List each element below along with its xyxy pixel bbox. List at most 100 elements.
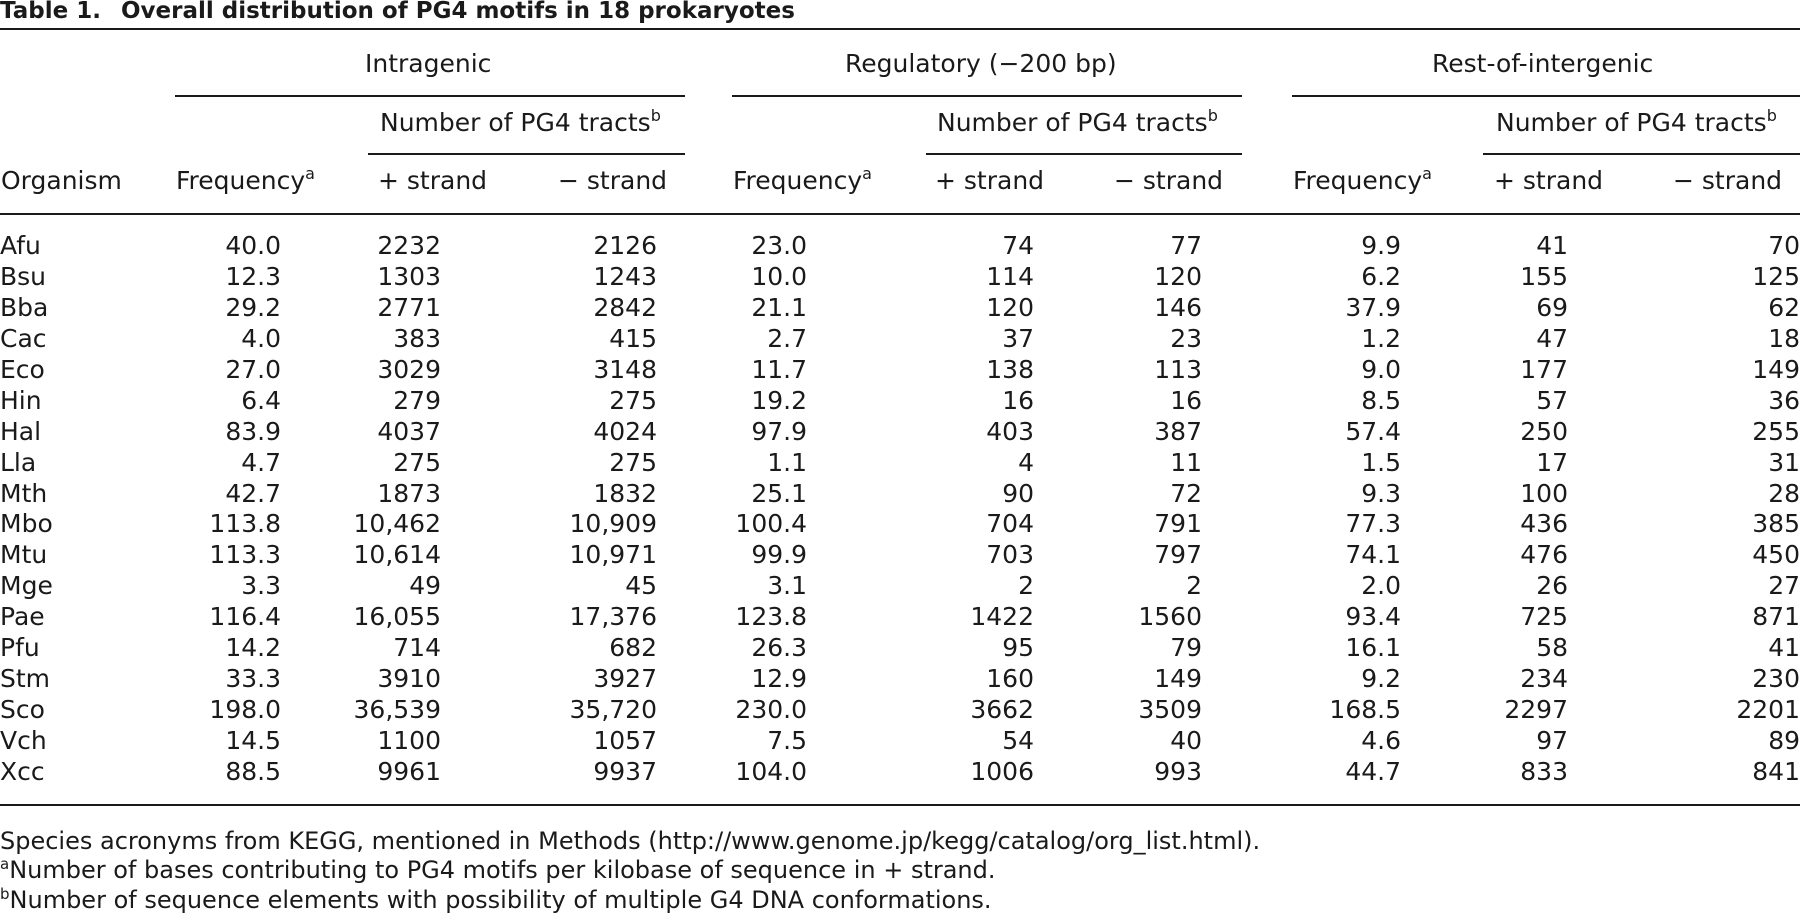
cell-minus-strand-intragenic: 9937: [593, 756, 657, 786]
cell-frequency-intragenic: 4.7: [241, 447, 281, 477]
cell-frequency-intragenic: 14.2: [225, 633, 281, 663]
cell-frequency-rest-of-intergenic: 57.4: [1345, 416, 1401, 446]
table-row: Eco 27.0 3029 3148 11.7 138 113 9.0 177 149: [0, 355, 1800, 386]
cell-frequency-intragenic: 29.2: [225, 293, 281, 323]
cell-frequency-rest-of-intergenic: 6.2: [1361, 262, 1401, 292]
cell-frequency-rest-of-intergenic: 4.6: [1361, 725, 1401, 755]
subgroup-rule-intragenic: [368, 153, 685, 155]
cell-plus-strand-regulatory: 90: [1002, 478, 1034, 508]
cell-minus-strand-intragenic: 1243: [593, 262, 657, 292]
cell-minus-strand-regulatory: 40: [1170, 725, 1202, 755]
cell-minus-strand-rest-of-intergenic: 36: [1768, 385, 1800, 415]
cell-frequency-regulatory: 7.5: [767, 725, 807, 755]
table-row: Mth 42.7 1873 1832 25.1 90 72 9.3 100 28: [0, 478, 1800, 509]
footnote-a-text: Number of bases contributing to PG4 moti…: [9, 856, 996, 884]
cell-frequency-regulatory: 26.3: [751, 633, 807, 663]
cell-plus-strand-intragenic: 714: [393, 633, 441, 663]
cell-plus-strand-intragenic: 4037: [377, 416, 441, 446]
table-row: Mge 3.3 49 45 3.1 2 2 2.0 26 27: [0, 571, 1800, 602]
cell-plus-strand-regulatory: 1422: [970, 602, 1034, 632]
cell-organism: Hal: [0, 416, 42, 446]
cell-plus-strand-rest-of-intergenic: 833: [1520, 756, 1568, 786]
col-header-plus-strand-rest-of-intergenic: + strand: [1494, 166, 1604, 195]
cell-organism: Afu: [0, 231, 41, 261]
cell-minus-strand-regulatory: 387: [1154, 416, 1202, 446]
cell-minus-strand-rest-of-intergenic: 149: [1752, 355, 1800, 384]
cell-plus-strand-intragenic: 10,462: [353, 509, 441, 539]
subgroup-rule-regulatory: [926, 153, 1242, 155]
cell-plus-strand-intragenic: 1303: [377, 262, 441, 292]
cell-minus-strand-regulatory: 11: [1170, 447, 1202, 477]
col-header-minus-strand-rest-of-intergenic: − strand: [1673, 166, 1783, 195]
cell-frequency-regulatory: 19.2: [751, 385, 807, 415]
cell-plus-strand-intragenic: 1100: [377, 725, 441, 755]
cell-minus-strand-intragenic: 1057: [593, 725, 657, 755]
footnote-a: aNumber of bases contributing to PG4 mot…: [0, 855, 996, 885]
cell-plus-strand-regulatory: 703: [986, 540, 1034, 570]
cell-minus-strand-rest-of-intergenic: 385: [1752, 509, 1800, 539]
cell-minus-strand-intragenic: 415: [609, 324, 657, 354]
cell-minus-strand-intragenic: 45: [625, 571, 657, 601]
cell-organism: Mge: [0, 571, 53, 601]
cell-plus-strand-intragenic: 9961: [377, 756, 441, 786]
cell-plus-strand-intragenic: 2232: [377, 231, 441, 261]
col-header-plus-strand-intragenic: + strand: [378, 166, 488, 195]
cell-minus-strand-intragenic: 275: [609, 385, 657, 415]
cell-organism: Mbo: [0, 509, 53, 539]
cell-plus-strand-intragenic: 49: [409, 571, 441, 601]
cell-frequency-intragenic: 88.5: [225, 756, 281, 786]
cell-plus-strand-rest-of-intergenic: 2297: [1504, 694, 1568, 724]
cell-minus-strand-regulatory: 791: [1154, 509, 1202, 539]
cell-plus-strand-rest-of-intergenic: 69: [1536, 293, 1568, 323]
cell-minus-strand-intragenic: 2126: [593, 231, 657, 261]
table-row: Sco 198.0 36,539 35,720 230.0 3662 3509 168.5 22…: [0, 694, 1800, 725]
cell-plus-strand-rest-of-intergenic: 155: [1520, 262, 1568, 292]
table-row: Hal 83.9 4037 4024 97.9 403 387 57.4 250 255: [0, 416, 1800, 447]
cell-plus-strand-regulatory: 37: [1002, 324, 1034, 354]
cell-plus-strand-regulatory: 114: [986, 262, 1034, 292]
group-header-rest-of-intergenic: Rest-of-intergenic: [1432, 49, 1654, 78]
col-header-frequency-intragenic: Frequencya: [176, 164, 315, 196]
cell-plus-strand-rest-of-intergenic: 97: [1536, 725, 1568, 755]
cell-plus-strand-rest-of-intergenic: 250: [1520, 416, 1568, 446]
cell-minus-strand-regulatory: 16: [1170, 385, 1202, 415]
cell-minus-strand-rest-of-intergenic: 841: [1752, 756, 1800, 786]
table-row: Hin 6.4 279 275 19.2 16 16 8.5 57 36: [0, 385, 1800, 416]
cell-minus-strand-rest-of-intergenic: 27: [1768, 571, 1800, 601]
top-rule: [0, 28, 1800, 30]
cell-frequency-regulatory: 11.7: [751, 355, 807, 384]
cell-organism: Vch: [0, 725, 47, 755]
cell-minus-strand-regulatory: 1560: [1138, 602, 1202, 632]
cell-minus-strand-rest-of-intergenic: 230: [1752, 663, 1800, 693]
cell-minus-strand-intragenic: 682: [609, 633, 657, 663]
cell-plus-strand-regulatory: 704: [986, 509, 1034, 539]
cell-plus-strand-rest-of-intergenic: 476: [1520, 540, 1568, 570]
cell-plus-strand-rest-of-intergenic: 234: [1520, 663, 1568, 693]
cell-minus-strand-intragenic: 2842: [593, 293, 657, 323]
cell-minus-strand-regulatory: 149: [1154, 663, 1202, 693]
cell-frequency-regulatory: 12.9: [751, 663, 807, 693]
cell-minus-strand-regulatory: 72: [1170, 478, 1202, 508]
footnote-b-mark: b: [0, 885, 10, 903]
subgroup-header-regulatory: Number of PG4 tractsb: [937, 106, 1218, 138]
col-header-frequency-rest-of-intergenic: Frequencya: [1293, 164, 1432, 196]
cell-minus-strand-rest-of-intergenic: 70: [1768, 231, 1800, 261]
cell-plus-strand-intragenic: 3910: [377, 663, 441, 693]
cell-organism: Bba: [0, 293, 49, 323]
cell-frequency-intragenic: 6.4: [241, 385, 281, 415]
cell-organism: Pfu: [0, 633, 40, 663]
cell-frequency-regulatory: 100.4: [735, 509, 807, 539]
cell-frequency-regulatory: 23.0: [751, 231, 807, 261]
cell-plus-strand-regulatory: 4: [1018, 447, 1034, 477]
cell-minus-strand-rest-of-intergenic: 125: [1752, 262, 1800, 292]
cell-plus-strand-rest-of-intergenic: 47: [1536, 324, 1568, 354]
cell-frequency-regulatory: 1.1: [767, 447, 807, 477]
cell-organism: Bsu: [0, 262, 47, 292]
table-row: Afu 40.0 2232 2126 23.0 74 77 9.9 41 70: [0, 231, 1800, 262]
group-header-intragenic: Intragenic: [365, 49, 492, 78]
cell-frequency-rest-of-intergenic: 74.1: [1345, 540, 1401, 570]
cell-organism: Hin: [0, 385, 42, 415]
cell-plus-strand-rest-of-intergenic: 26: [1536, 571, 1568, 601]
footnote-source: Species acronyms from KEGG, mentioned in…: [0, 827, 1261, 855]
group-header-regulatory: Regulatory (−200 bp): [845, 49, 1117, 78]
